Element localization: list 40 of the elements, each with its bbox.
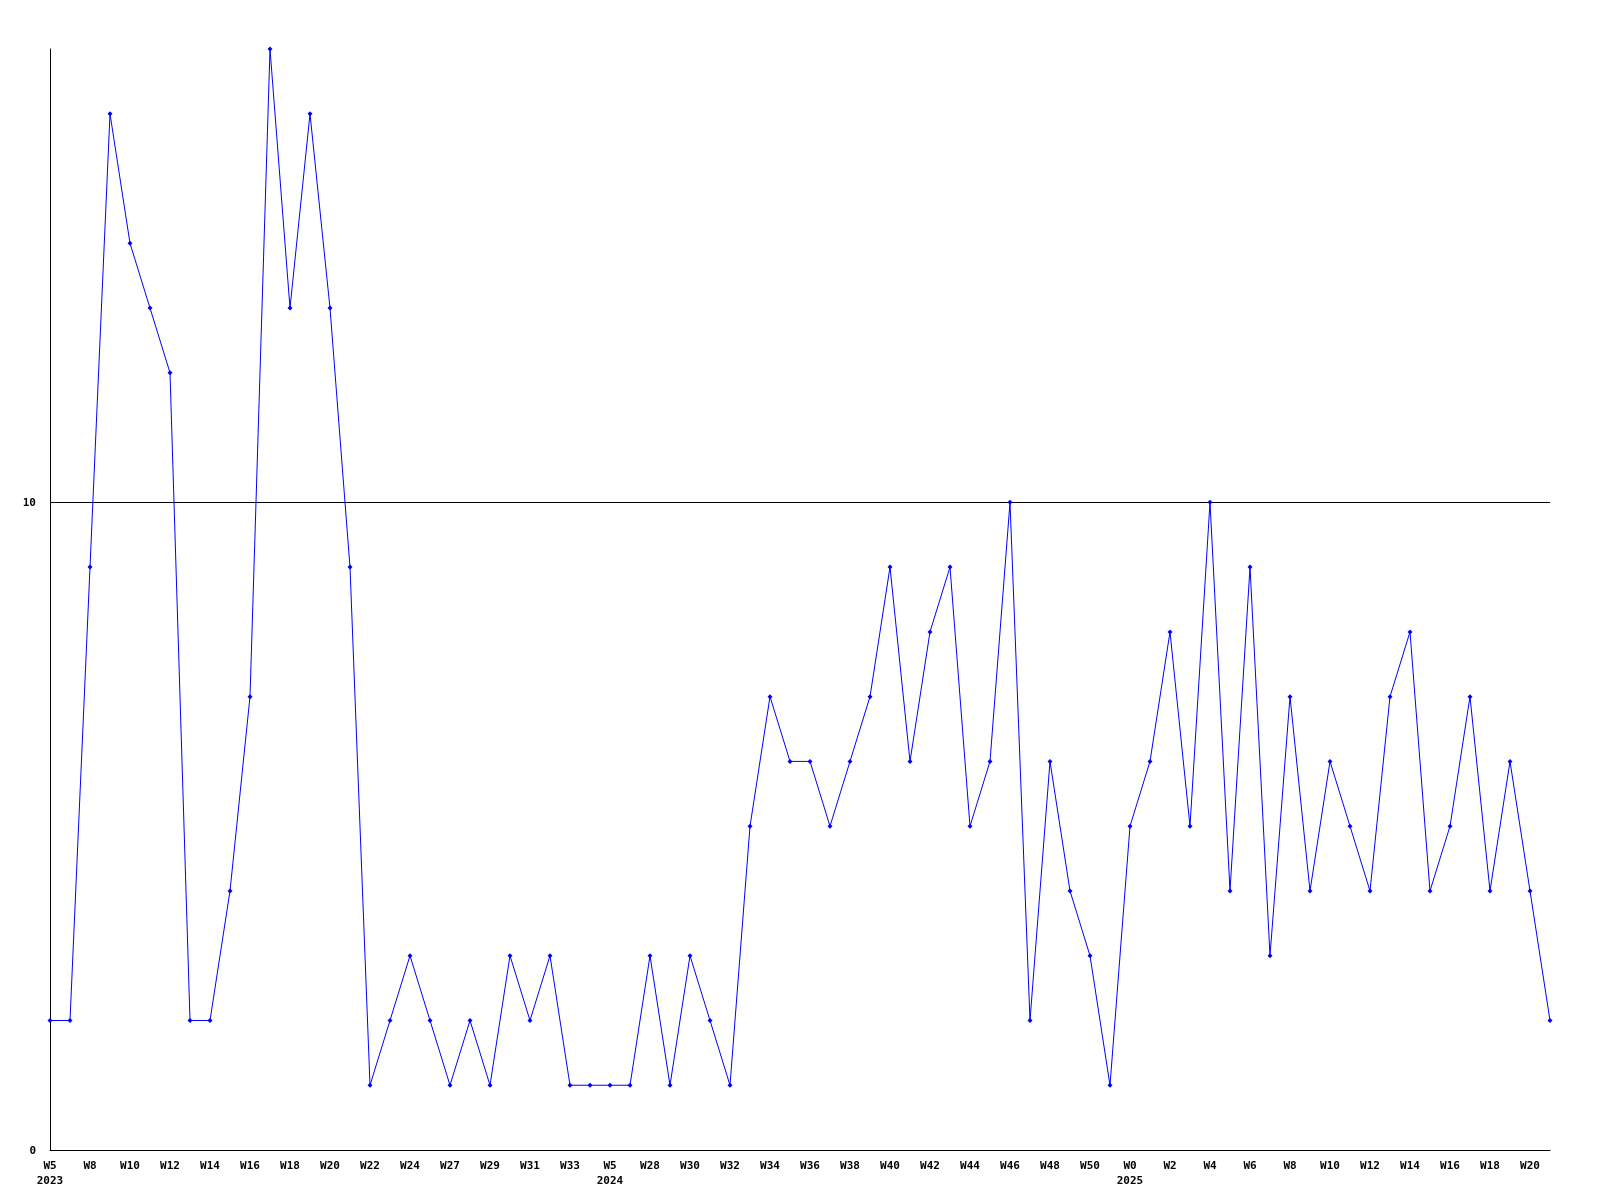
x-tick-label: W8 [83, 1159, 97, 1172]
x-tick-label: W18 [280, 1159, 300, 1172]
x-tick-label: W12 [1360, 1159, 1380, 1172]
x-tick-label: W27 [440, 1159, 460, 1172]
x-tick-label: W12 [160, 1159, 180, 1172]
x-tick-label: W5 2023 [36, 1159, 64, 1187]
x-tick-label: W4 [1203, 1159, 1217, 1172]
x-tick-label: W32 [720, 1159, 740, 1172]
x-tick-label: W18 [1480, 1159, 1500, 1172]
x-tick-label: W20 [320, 1159, 340, 1172]
x-tick-label: W34 [760, 1159, 781, 1172]
x-tick-label: W6 [1243, 1159, 1257, 1172]
x-tick-label: W29 [480, 1159, 500, 1172]
x-tick-label: W0 2025 [1116, 1159, 1144, 1187]
x-tick-label: W31 [520, 1159, 541, 1172]
x-tick-label: W16 [240, 1159, 261, 1172]
x-tick-label: W5 2024 [596, 1159, 624, 1187]
x-tick-label: W36 [800, 1159, 821, 1172]
x-tick-label: W30 [680, 1159, 700, 1172]
x-tick-label: W40 [880, 1159, 900, 1172]
x-tick-label: W44 [960, 1159, 981, 1172]
x-tick-label: W22 [360, 1159, 380, 1172]
y-tick-label: 0 [29, 1143, 36, 1157]
x-tick-label: W10 [120, 1159, 140, 1172]
x-tick-label: W10 [1320, 1159, 1340, 1172]
x-tick-label: W16 [1440, 1159, 1461, 1172]
x-tick-label: W2 [1163, 1159, 1177, 1172]
x-tick-label: W8 [1283, 1159, 1297, 1172]
x-tick-label: W46 [1000, 1159, 1021, 1172]
x-tick-label: W42 [920, 1159, 940, 1172]
x-tick-label: W24 [400, 1159, 421, 1172]
y-tick-label: 10 [22, 495, 36, 509]
x-tick-label: W50 [1080, 1159, 1100, 1172]
x-tick-label: W33 [560, 1159, 580, 1172]
x-tick-label: W38 [840, 1159, 860, 1172]
x-tick-label: W28 [640, 1159, 660, 1172]
x-tick-label: W48 [1040, 1159, 1060, 1172]
x-tick-label: W14 [1400, 1159, 1421, 1172]
x-tick-label: W20 [1520, 1159, 1540, 1172]
x-tick-label: W14 [200, 1159, 221, 1172]
